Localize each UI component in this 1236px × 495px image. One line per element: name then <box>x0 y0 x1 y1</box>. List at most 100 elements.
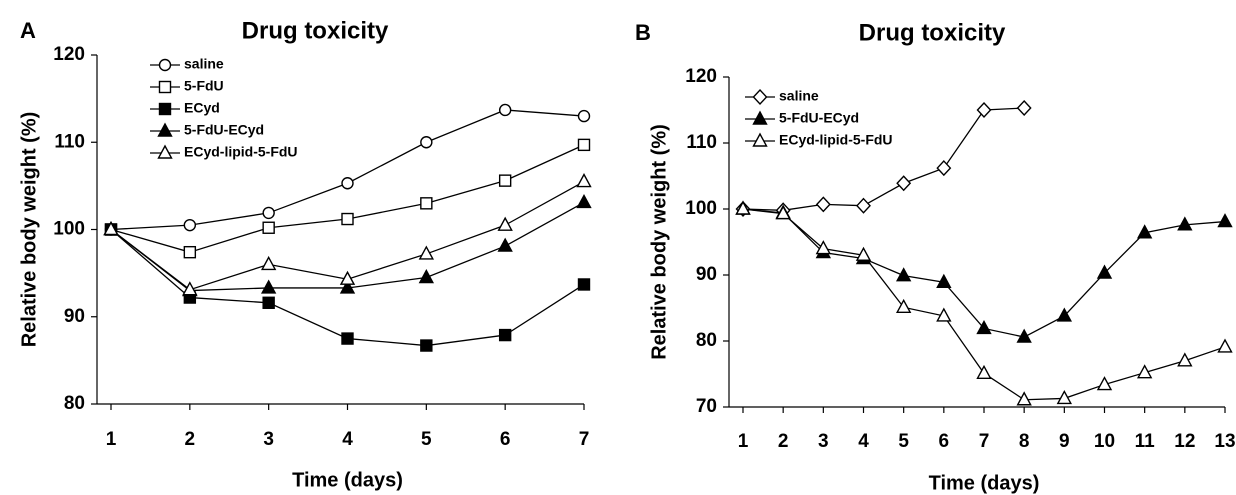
data-point <box>1016 391 1032 406</box>
x-tick-label: 4 <box>858 431 869 452</box>
data-point <box>420 197 433 210</box>
data-point <box>815 196 831 213</box>
y-axis-label: Relative body weight (%) <box>18 112 40 348</box>
data-point <box>895 267 912 282</box>
legend-marker <box>158 58 172 72</box>
x-tick-label: 12 <box>1174 431 1195 452</box>
data-point <box>341 332 354 345</box>
series-line <box>742 107 1025 211</box>
x-tick-label: 7 <box>979 431 990 452</box>
legend-marker <box>752 132 768 147</box>
data-point <box>1016 99 1032 117</box>
data-point <box>418 269 435 284</box>
data-point <box>418 245 435 260</box>
series-line <box>110 109 585 231</box>
x-tick-label: 4 <box>342 429 353 450</box>
data-point <box>1096 376 1113 391</box>
data-point <box>262 221 275 234</box>
data-point <box>896 175 912 192</box>
x-tick-label: 13 <box>1214 431 1235 452</box>
legend-label: 5-FdU <box>184 78 224 94</box>
data-point <box>498 174 512 187</box>
data-point <box>576 193 592 209</box>
legend-marker <box>752 110 768 125</box>
chart-title: Drug toxicity <box>242 17 389 44</box>
data-point <box>262 206 275 220</box>
x-tick-label: 2 <box>778 431 789 452</box>
legend-marker <box>158 102 172 116</box>
data-point <box>1056 307 1073 322</box>
data-point <box>976 319 992 335</box>
legend-label: saline <box>779 88 819 104</box>
data-point <box>1217 338 1233 353</box>
legend-label: ECyd-lipid-5-FdU <box>184 144 298 160</box>
y-axis-label: Relative body weight (%) <box>648 124 670 360</box>
y-tick-label: 70 <box>696 396 717 417</box>
data-point <box>341 212 354 226</box>
data-point <box>498 328 512 342</box>
y-tick-label: 100 <box>685 198 717 219</box>
series-line <box>110 144 585 253</box>
data-point <box>498 103 512 117</box>
x-tick-label: 6 <box>500 429 511 450</box>
data-point <box>183 218 197 232</box>
data-point <box>775 205 791 220</box>
legend-label: ECyd-lipid-5-FdU <box>779 132 893 148</box>
data-point <box>339 279 356 294</box>
data-point <box>1177 216 1193 231</box>
data-point <box>856 197 871 214</box>
legend-label: 5-FdU-ECyd <box>779 110 859 126</box>
y-tick-label: 100 <box>53 219 85 240</box>
x-tick-label: 5 <box>898 431 909 452</box>
data-point <box>576 173 592 188</box>
x-tick-label: 1 <box>106 429 117 450</box>
x-tick-label: 5 <box>421 429 432 450</box>
data-point <box>1136 364 1153 379</box>
x-tick-label: 6 <box>939 431 950 452</box>
data-point <box>1096 264 1113 279</box>
data-point <box>895 298 912 314</box>
data-point <box>577 278 591 291</box>
data-point <box>339 270 356 285</box>
data-point <box>420 339 433 352</box>
x-tick-label: 7 <box>579 429 590 450</box>
legend-label: ECyd <box>184 100 220 116</box>
legend-marker <box>158 80 172 94</box>
data-point <box>936 273 952 288</box>
data-point <box>1177 352 1193 367</box>
data-point <box>577 109 591 123</box>
series-line <box>742 208 1226 338</box>
y-tick-label: 120 <box>53 44 85 65</box>
y-tick-label: 110 <box>686 132 717 153</box>
data-point <box>855 246 872 261</box>
data-point <box>815 240 832 255</box>
panel-label: B <box>635 20 651 45</box>
y-tick-label: 90 <box>696 264 717 285</box>
data-point <box>577 138 591 152</box>
data-point <box>260 279 277 294</box>
x-tick-label: 10 <box>1094 431 1115 452</box>
data-point <box>735 200 751 215</box>
y-tick-label: 110 <box>54 131 85 152</box>
x-tick-label: 9 <box>1059 431 1070 452</box>
data-point <box>976 101 992 119</box>
data-point <box>976 364 992 380</box>
x-tick-label: 3 <box>818 431 829 452</box>
data-point <box>936 307 952 322</box>
data-point <box>1136 224 1153 239</box>
data-point <box>1056 389 1073 405</box>
legend-marker <box>157 122 173 137</box>
data-point <box>497 216 513 231</box>
data-point <box>420 136 433 149</box>
y-tick-label: 120 <box>685 66 717 87</box>
x-axis-label: Time (days) <box>292 469 403 491</box>
data-point <box>262 296 275 309</box>
y-tick-label: 80 <box>696 330 717 351</box>
data-point <box>936 160 952 177</box>
legend-label: saline <box>184 56 224 72</box>
x-tick-label: 8 <box>1019 431 1030 452</box>
data-point <box>182 281 198 296</box>
x-tick-label: 3 <box>263 429 274 450</box>
x-tick-label: 1 <box>738 431 749 452</box>
